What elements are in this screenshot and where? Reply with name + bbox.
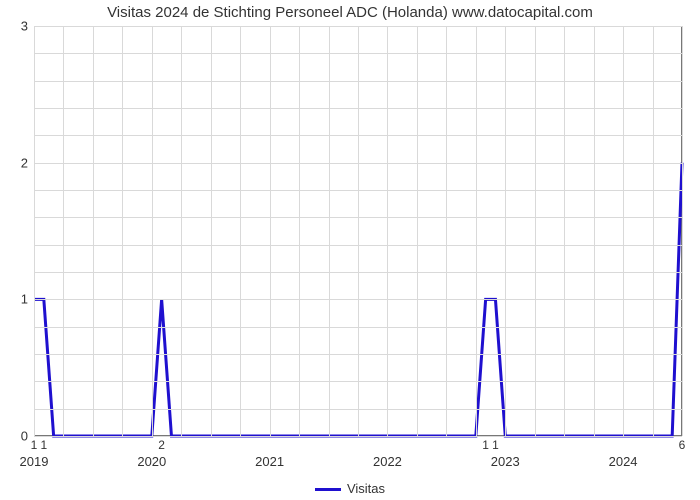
y-tick-label: 3 bbox=[21, 19, 28, 34]
gridline-v bbox=[476, 26, 477, 436]
gridline-v bbox=[181, 26, 182, 436]
gridline-h bbox=[34, 436, 682, 437]
gridline-v bbox=[653, 26, 654, 436]
gridline-v bbox=[505, 26, 506, 436]
gridline-v bbox=[152, 26, 153, 436]
data-point-label: 1 bbox=[482, 438, 489, 452]
data-point-label: 2 bbox=[158, 438, 165, 452]
gridline-v bbox=[329, 26, 330, 436]
y-tick-label: 1 bbox=[21, 292, 28, 307]
gridline-v bbox=[63, 26, 64, 436]
data-point-label: 1 bbox=[31, 438, 38, 452]
visits-line-chart: Visitas 2024 de Stichting Personeel ADC … bbox=[0, 0, 700, 500]
data-point-label: 6 bbox=[679, 438, 686, 452]
data-point-label: 1 bbox=[40, 438, 47, 452]
plot-area: 0123201920202021202220232024112116 bbox=[34, 26, 682, 436]
x-tick-major: 2022 bbox=[373, 454, 402, 469]
gridline-v bbox=[299, 26, 300, 436]
legend: Visitas bbox=[0, 481, 700, 496]
gridline-v bbox=[211, 26, 212, 436]
x-tick-major: 2021 bbox=[255, 454, 284, 469]
gridline-v bbox=[358, 26, 359, 436]
gridline-v bbox=[240, 26, 241, 436]
gridline-v bbox=[122, 26, 123, 436]
gridline-v bbox=[446, 26, 447, 436]
gridline-v bbox=[594, 26, 595, 436]
gridline-v bbox=[682, 26, 683, 436]
gridline-v bbox=[387, 26, 388, 436]
x-tick-major: 2023 bbox=[491, 454, 520, 469]
y-tick-label: 2 bbox=[21, 155, 28, 170]
gridline-v bbox=[535, 26, 536, 436]
x-tick-major: 2019 bbox=[20, 454, 49, 469]
gridline-v bbox=[623, 26, 624, 436]
gridline-v bbox=[417, 26, 418, 436]
legend-label: Visitas bbox=[347, 481, 385, 496]
gridline-v bbox=[270, 26, 271, 436]
chart-title: Visitas 2024 de Stichting Personeel ADC … bbox=[0, 4, 700, 21]
legend-swatch bbox=[315, 488, 341, 491]
x-tick-major: 2024 bbox=[609, 454, 638, 469]
y-tick-label: 0 bbox=[21, 429, 28, 444]
data-point-label: 1 bbox=[492, 438, 499, 452]
gridline-v bbox=[34, 26, 35, 436]
x-tick-major: 2020 bbox=[137, 454, 166, 469]
gridline-v bbox=[93, 26, 94, 436]
gridline-v bbox=[564, 26, 565, 436]
